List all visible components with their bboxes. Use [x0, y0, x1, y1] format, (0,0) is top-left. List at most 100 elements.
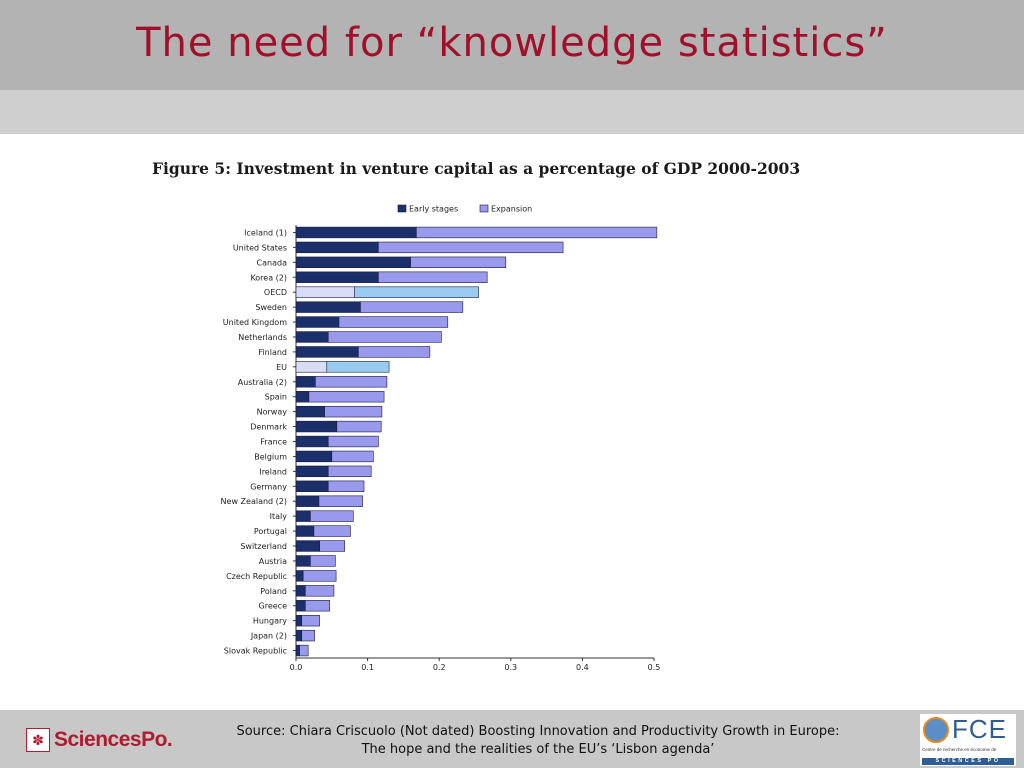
fce-logo-text: FCE: [952, 714, 1007, 744]
footer-band: [0, 710, 1024, 768]
legend-label: Expansion: [491, 205, 532, 214]
bar-early-stages: [295, 256, 411, 269]
bar-expansion: [415, 226, 658, 239]
category-label: OECD: [264, 288, 287, 297]
category-label: Slovak Republic: [224, 647, 287, 656]
x-tick-label: 0.2: [433, 663, 446, 672]
bar-early-stages: [295, 435, 329, 448]
category-label: Japan (2): [250, 632, 287, 641]
legend-swatch: [397, 204, 407, 213]
category-label: EU: [276, 363, 287, 372]
bar-early-stages: [295, 226, 417, 239]
category-label: Switzerland: [240, 542, 287, 551]
bar-expansion: [305, 585, 335, 597]
bar-expansion: [310, 555, 336, 567]
bar-early-stages: [295, 540, 320, 552]
category-label: Norway: [257, 408, 288, 417]
bar-early-stages: [295, 286, 356, 298]
category-label: United Kingdom: [223, 318, 287, 327]
category-label: Korea (2): [250, 273, 287, 282]
bar-expansion: [378, 271, 488, 283]
bar-expansion: [327, 465, 372, 478]
legend-label: Early stages: [409, 205, 458, 214]
category-label: Ireland: [259, 467, 287, 476]
bar-early-stages: [295, 600, 306, 612]
bar-early-stages: [295, 271, 379, 283]
bar-expansion: [327, 435, 379, 448]
bar-early-stages: [295, 525, 315, 537]
category-label: Australia (2): [238, 378, 287, 387]
category-label: Canada: [257, 258, 288, 267]
x-tick-label: 0.5: [648, 663, 661, 672]
sciencespo-logo-text: SciencesPo.: [54, 728, 173, 751]
bar-expansion: [310, 510, 354, 522]
bar-early-stages: [295, 316, 340, 328]
bar-expansion: [302, 570, 337, 582]
bar-early-stages: [295, 644, 300, 657]
bar-early-stages: [295, 241, 379, 254]
bar-expansion: [357, 346, 431, 358]
bar-expansion: [318, 495, 363, 507]
bar-early-stages: [295, 391, 310, 403]
category-label: Sweden: [255, 303, 287, 312]
bar-early-stages: [295, 510, 311, 522]
sub-band: [0, 90, 1024, 134]
category-label: Germany: [250, 482, 287, 491]
bar-expansion: [319, 540, 345, 552]
bar-expansion: [327, 480, 365, 492]
bar-early-stages: [295, 570, 304, 582]
globe-icon: [923, 717, 949, 743]
bar-expansion: [378, 241, 564, 254]
category-label: Austria: [259, 557, 287, 566]
slide-title: The need for “knowledge statistics”: [136, 20, 888, 66]
bar-expansion: [301, 614, 320, 627]
category-label: Iceland (1): [244, 228, 287, 237]
category-label: Czech Republic: [226, 572, 287, 581]
x-tick-label: 0.4: [576, 663, 589, 672]
bar-early-stages: [295, 555, 311, 567]
bar-expansion: [360, 301, 464, 313]
fce-logo: FCE Centre de recherche en économie de S…: [920, 714, 1016, 766]
venture-capital-chart: Early stages Expansion 0.0 0.1 0.2 0.3 0.4 0.5…: [221, 204, 661, 673]
category-label: Netherlands: [238, 333, 287, 342]
bar-expansion: [410, 256, 507, 269]
category-label: Poland: [260, 587, 287, 596]
category-label: Denmark: [250, 423, 287, 432]
bar-early-stages: [295, 495, 320, 507]
bar-early-stages: [295, 420, 338, 433]
bar-early-stages: [295, 480, 329, 492]
category-label: Greece: [259, 602, 288, 611]
source-citation: Source: Chiara Criscuolo (Not dated) Boo…: [178, 723, 898, 759]
category-label: Hungary: [253, 617, 287, 626]
bar-expansion: [326, 361, 390, 373]
bar-expansion: [336, 420, 382, 433]
legend-swatch: [479, 204, 489, 213]
bar-early-stages: [295, 405, 325, 418]
category-label: Spain: [265, 393, 287, 402]
source-line-2: The hope and the realities of the EU’s ‘…: [361, 742, 715, 757]
x-tick-label: 0.0: [290, 663, 303, 672]
category-label: United States: [233, 243, 287, 252]
category-label: New Zealand (2): [221, 497, 287, 506]
bar-expansion: [308, 391, 385, 403]
category-label: Finland: [258, 348, 287, 357]
bar-early-stages: [295, 346, 359, 358]
plot-area: 0.0 0.1 0.2 0.3 0.4 0.5 Iceland (1) United Stat…: [221, 225, 661, 672]
sciencespo-emblem-icon: ✽: [26, 728, 50, 752]
bar-expansion: [354, 286, 479, 298]
bar-expansion: [305, 600, 330, 612]
bar-expansion: [324, 405, 383, 418]
category-label: Italy: [270, 512, 288, 521]
bar-early-stages: [295, 614, 303, 627]
source-line-1: Source: Chiara Criscuolo (Not dated) Boo…: [236, 724, 840, 739]
category-label: France: [260, 438, 287, 447]
bar-early-stages: [295, 331, 329, 343]
x-tick-label: 0.3: [504, 663, 517, 672]
bar-early-stages: [295, 629, 303, 642]
bar-early-stages: [295, 361, 328, 373]
figure-title: Figure 5: Investment in venture capital …: [152, 159, 801, 178]
bar-early-stages: [295, 465, 329, 478]
bar-expansion: [338, 316, 449, 328]
fce-logo-band: SCIENCES PO: [922, 758, 1014, 765]
x-tick-label: 0.1: [361, 663, 374, 672]
